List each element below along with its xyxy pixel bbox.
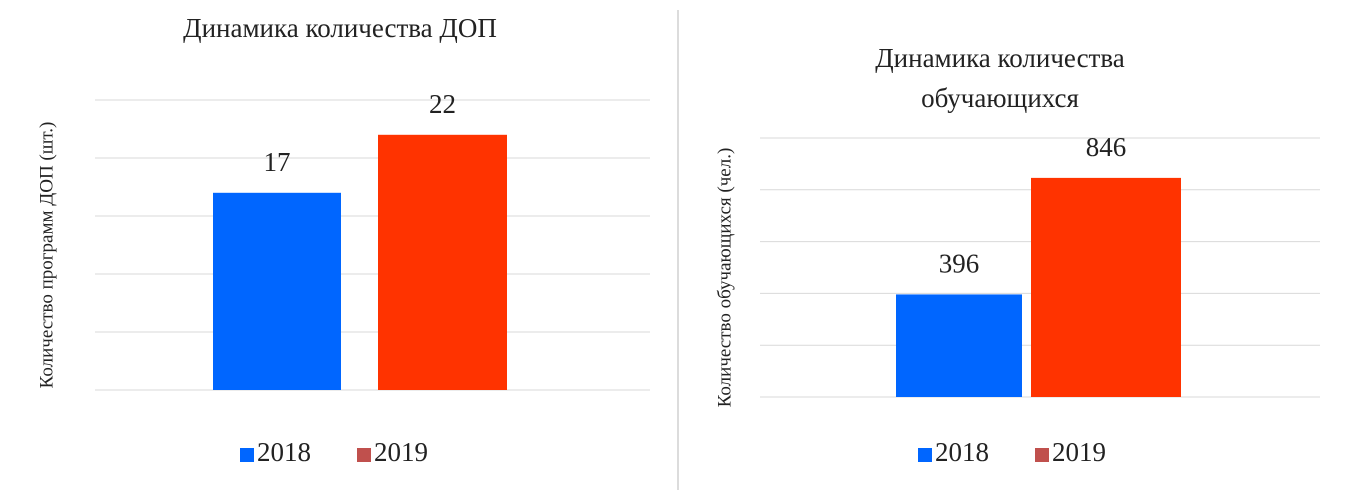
legend-label: 2018: [257, 437, 311, 467]
y-axis-label: Количество обучающихся (чел.): [714, 148, 735, 408]
data-label: 22: [429, 89, 456, 119]
legend-swatch: [918, 448, 932, 462]
legend-swatch: [240, 448, 254, 462]
y-axis-label: Количество программ ДОП (шт.): [36, 122, 57, 389]
chart-title: Динамика количества ДОП: [183, 13, 497, 43]
bar: [1031, 177, 1181, 397]
bar: [378, 134, 507, 390]
legend-swatch: [1035, 448, 1049, 462]
legend-swatch: [357, 448, 371, 462]
legend-label: 2019: [1052, 437, 1106, 467]
bar: [213, 192, 341, 390]
legend-label: 2018: [935, 437, 989, 467]
data-label: 846: [1086, 132, 1127, 162]
data-label: 17: [264, 147, 291, 177]
data-label: 396: [939, 249, 980, 279]
legend-label: 2019: [374, 437, 428, 467]
chart-title: Динамика количества обучающихся: [875, 43, 1125, 113]
bar: [896, 294, 1022, 397]
